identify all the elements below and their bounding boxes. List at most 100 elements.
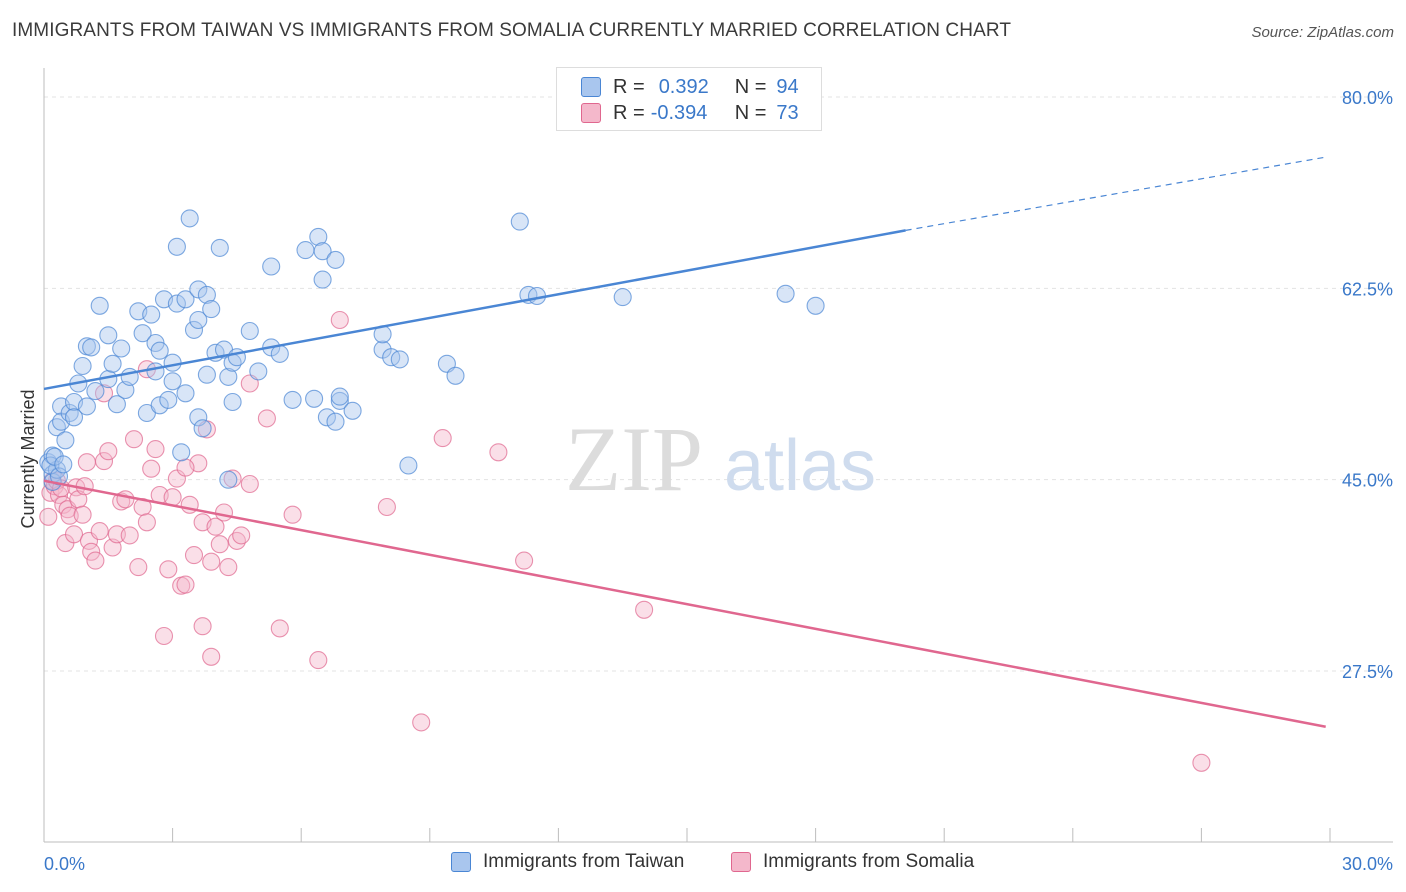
somalia-point	[146, 440, 165, 459]
taiwan-point	[210, 238, 229, 257]
taiwan-point	[219, 367, 238, 386]
correlation-legend: R = 0.392 N = 94 R = -0.394 N = 73	[556, 67, 822, 131]
somalia-point	[219, 558, 238, 577]
taiwan-point	[172, 443, 191, 462]
somalia-point	[39, 507, 58, 526]
somalia-point	[176, 575, 195, 594]
taiwan-point	[82, 338, 101, 357]
taiwan-point	[296, 241, 315, 260]
taiwan-point	[806, 296, 825, 315]
taiwan-point	[163, 353, 182, 372]
taiwan-point	[90, 296, 109, 315]
somalia-point	[283, 505, 302, 524]
n-value: 94	[776, 75, 799, 98]
taiwan-point	[56, 431, 75, 450]
taiwan-point	[326, 250, 345, 269]
legend-row-somalia: R = -0.394 N = 73	[581, 101, 799, 125]
somalia-point	[116, 490, 135, 509]
taiwan-point	[77, 397, 96, 416]
taiwan-point	[167, 237, 186, 256]
legend-item-taiwan: Immigrants from Taiwan	[451, 851, 684, 873]
taiwan-point	[197, 285, 216, 304]
somalia-point	[377, 497, 396, 517]
somalia-point	[210, 535, 229, 554]
taiwan-point	[343, 401, 362, 420]
taiwan-point	[189, 280, 208, 299]
somalia-point	[330, 310, 349, 330]
watermark-zip: ZIP	[565, 408, 703, 510]
taiwan-point	[193, 419, 212, 438]
taiwan-point	[270, 344, 289, 363]
taiwan-point	[313, 242, 332, 261]
taiwan-point	[86, 382, 105, 401]
taiwan-point	[184, 320, 204, 339]
taiwan-point	[305, 389, 324, 408]
somalia-point	[270, 619, 289, 638]
r-label: R =	[613, 75, 645, 98]
somalia-point	[86, 551, 105, 570]
taiwan-point	[99, 326, 118, 345]
somalia-point	[309, 651, 328, 670]
x-tick-label: 30.0%	[1342, 854, 1393, 874]
somalia-point	[412, 713, 431, 732]
legend-row-taiwan: R = 0.392 N = 94	[581, 75, 799, 99]
somalia-point	[129, 558, 148, 577]
taiwan-point	[510, 212, 529, 231]
axes	[43, 68, 1393, 843]
taiwan-point	[219, 470, 238, 489]
y-tick-label: 45.0%	[1342, 471, 1393, 491]
somalia-point	[489, 443, 508, 462]
somalia-swatch	[731, 852, 751, 872]
axis-labels: 80.0% 62.5% 45.0% 27.5% 0.0% 30.0% Currently M…	[18, 88, 1393, 874]
somalia-point	[90, 522, 109, 541]
watermark-atlas: atlas	[724, 426, 876, 506]
r-value: 0.392	[658, 75, 709, 98]
taiwan-point	[64, 408, 84, 427]
somalia-point	[1192, 753, 1211, 772]
somalia-point	[124, 430, 144, 449]
chart-title: IMMIGRANTS FROM TAIWAN VS IMMIGRANTS FRO…	[12, 20, 1012, 41]
taiwan-point	[330, 387, 349, 406]
somalia-point	[206, 517, 225, 536]
taiwan-point	[54, 455, 73, 474]
somalia-swatch	[581, 103, 601, 123]
taiwan-point	[146, 362, 165, 381]
taiwan-point	[223, 392, 242, 412]
n-label: N =	[734, 101, 767, 124]
somalia-point	[635, 600, 654, 619]
taiwan-point	[326, 412, 345, 431]
somalia-point	[73, 505, 92, 524]
taiwan-swatch	[581, 77, 601, 97]
trend-lines	[43, 156, 1326, 728]
taiwan-point	[176, 384, 195, 403]
x-tick-label: 0.0%	[44, 854, 85, 874]
series-legend: Immigrants from Taiwan Immigrants from S…	[0, 851, 1406, 877]
n-label: N =	[734, 75, 767, 98]
taiwan-point	[249, 362, 268, 381]
somalia-point	[176, 458, 195, 477]
taiwan-point	[262, 257, 281, 276]
somalia-point	[240, 474, 259, 494]
legend-item-somalia: Immigrants from Somalia	[731, 851, 974, 873]
taiwan-point	[776, 284, 795, 303]
taiwan-point	[112, 339, 131, 358]
taiwan-point	[390, 350, 409, 369]
watermark: ZIP atlas	[565, 408, 876, 510]
somalia-point	[120, 526, 139, 545]
legend-label-somalia: Immigrants from Somalia	[763, 851, 975, 872]
somalia-point	[107, 525, 126, 544]
taiwan-point	[613, 288, 632, 307]
taiwan-point	[159, 390, 178, 409]
taiwan-point	[189, 310, 208, 330]
r-value: -0.394	[650, 101, 708, 124]
taiwan-swatch	[451, 852, 471, 872]
somalia-point	[433, 429, 452, 448]
taiwan-trend-line	[43, 229, 906, 391]
taiwan-point	[107, 395, 126, 414]
taiwan-trend-extension	[905, 156, 1326, 231]
somalia-point	[515, 551, 534, 570]
somalia-point	[60, 506, 79, 525]
taiwan-point	[73, 356, 92, 376]
taiwan-point	[283, 390, 302, 409]
y-axis-label: Currently Married	[18, 389, 38, 528]
